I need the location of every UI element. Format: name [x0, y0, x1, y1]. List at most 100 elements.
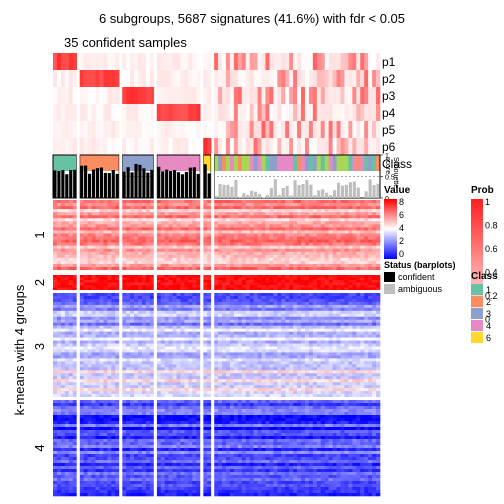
probability-cell-p2	[257, 70, 262, 87]
heatmap-cell-group-1	[149, 245, 155, 249]
heatmap-cell-group-3	[141, 319, 147, 324]
heatmap-cell-group-3	[312, 319, 318, 324]
heatmap-cell-group-1	[111, 239, 116, 243]
probability-cell-p1	[344, 53, 349, 70]
heatmap-cell-group-2	[176, 275, 181, 278]
heatmap-cell-group-3	[203, 322, 208, 326]
heatmap-cell-group-1	[203, 224, 208, 228]
probability-cell-p6	[164, 138, 169, 155]
heatmap-cell-group-3	[79, 331, 84, 335]
heatmap-cell-group-1	[168, 221, 173, 225]
heatmap-cell-group-3	[340, 352, 345, 356]
heatmap-cell-group-1	[122, 203, 127, 207]
heatmap-cell-group-1	[115, 203, 120, 207]
heatmap-cell-group-1	[111, 200, 116, 204]
heatmap-cell-group-2	[316, 287, 322, 291]
heatmap-cell-group-1	[196, 215, 201, 219]
heatmap-cell-group-3	[245, 295, 250, 300]
heatmap-cell-group-1	[99, 236, 104, 240]
heatmap-cell-group-3	[218, 334, 223, 338]
heatmap-cell-group-3	[340, 316, 345, 321]
probability-cell-p2	[372, 70, 377, 87]
heatmap-cell-group-1	[320, 221, 326, 225]
probability-cell-p4	[137, 104, 143, 121]
heatmap-cell-group-1	[145, 239, 151, 243]
heatmap-cell-group-2	[281, 285, 286, 288]
heatmap-cell-group-3	[265, 322, 270, 326]
heatmap-cell-group-1	[134, 203, 139, 207]
heatmap-cell-group-3	[145, 301, 151, 306]
heatmap-cell-group-1	[265, 260, 270, 265]
heatmap-cell-group-1	[372, 251, 377, 256]
heatmap-cell-group-1	[316, 215, 322, 219]
heatmap-cell-group-1	[352, 236, 357, 240]
heatmap-cell-group-1	[72, 239, 77, 243]
heatmap-cell-group-1	[336, 200, 341, 204]
heatmap-cell-group-3	[64, 307, 70, 312]
heatmap-cell-group-3	[192, 304, 197, 309]
heatmap-cell-group-3	[87, 349, 92, 353]
heatmap-cell-group-3	[376, 319, 381, 324]
heatmap-cell-group-3	[79, 293, 84, 297]
heatmap-cell-group-3	[241, 310, 247, 315]
heatmap-cell-group-1	[372, 266, 377, 271]
heatmap-cell-group-1	[168, 266, 173, 271]
heatmap-cell-group-1	[91, 224, 96, 228]
heatmap-cell-group-3	[316, 352, 322, 356]
heatmap-cell-group-1	[308, 215, 314, 219]
heatmap-cell-group-2	[79, 285, 84, 288]
heatmap-cell-group-3	[376, 355, 381, 359]
probability-cell-p4	[111, 104, 116, 121]
heatmap-cell-group-1	[356, 248, 361, 253]
heatmap-cell-group-2	[95, 277, 100, 281]
heatmap-cell-group-3	[107, 319, 112, 324]
heatmap-cell-group-3	[188, 352, 193, 356]
heatmap-cell-group-3	[149, 346, 155, 350]
heatmap-cell-group-3	[87, 319, 92, 324]
probability-cell-p6	[324, 138, 329, 155]
heatmap-cell-group-1	[160, 248, 165, 253]
heatmap-cell-group-1	[336, 212, 341, 216]
heatmap-cell-group-3	[368, 340, 373, 344]
heatmap-cell-group-1	[376, 221, 381, 225]
heatmap-cell-group-1	[218, 257, 223, 262]
heatmap-cell-group-2	[218, 287, 223, 291]
heatmap-cell-group-1	[122, 257, 127, 262]
heatmap-cell-group-3	[229, 337, 235, 341]
heatmap-cell-group-3	[368, 295, 373, 300]
heatmap-cell-group-1	[218, 212, 223, 216]
heatmap-cell-group-1	[87, 218, 92, 222]
heatmap-cell-group-1	[281, 257, 286, 262]
heatmap-cell-group-1	[265, 263, 270, 268]
class-cell	[297, 155, 302, 171]
heatmap-cell-group-1	[111, 203, 116, 207]
heatmap-cell-group-1	[289, 266, 294, 271]
heatmap-cell-group-1	[281, 254, 286, 259]
heatmap-cell-group-3	[301, 355, 306, 359]
heatmap-cell-group-2	[107, 275, 112, 278]
silhouette-bar	[372, 185, 376, 198]
heatmap-cell-group-3	[277, 301, 282, 306]
heatmap-cell-group-3	[79, 307, 84, 312]
heatmap-cell-group-3	[214, 346, 219, 350]
heatmap-cell-group-1	[188, 218, 193, 222]
class-cell	[115, 155, 120, 171]
probability-cell-p1	[83, 53, 88, 70]
heatmap-cell-group-3	[328, 298, 333, 303]
heatmap-cell-group-3	[130, 313, 135, 318]
heatmap-cell-group-1	[269, 245, 274, 249]
heatmap-cell-group-1	[336, 206, 341, 210]
heatmap-cell-group-1	[203, 200, 208, 204]
heatmap-cell-group-3	[111, 293, 116, 297]
heatmap-cell-group-1	[308, 254, 314, 259]
heatmap-cell-group-3	[249, 295, 254, 300]
heatmap-cell-group-1	[56, 221, 62, 225]
probability-cell-p6	[160, 138, 165, 155]
heatmap-cell-group-2	[241, 282, 247, 286]
heatmap-cell-group-1	[99, 266, 104, 271]
heatmap-cell-group-1	[229, 266, 235, 271]
heatmap-cell-group-1	[122, 200, 127, 204]
heatmap-cell-group-1	[60, 245, 66, 249]
heatmap-cell-group-1	[233, 257, 239, 262]
heatmap-cell-group-3	[352, 355, 357, 359]
